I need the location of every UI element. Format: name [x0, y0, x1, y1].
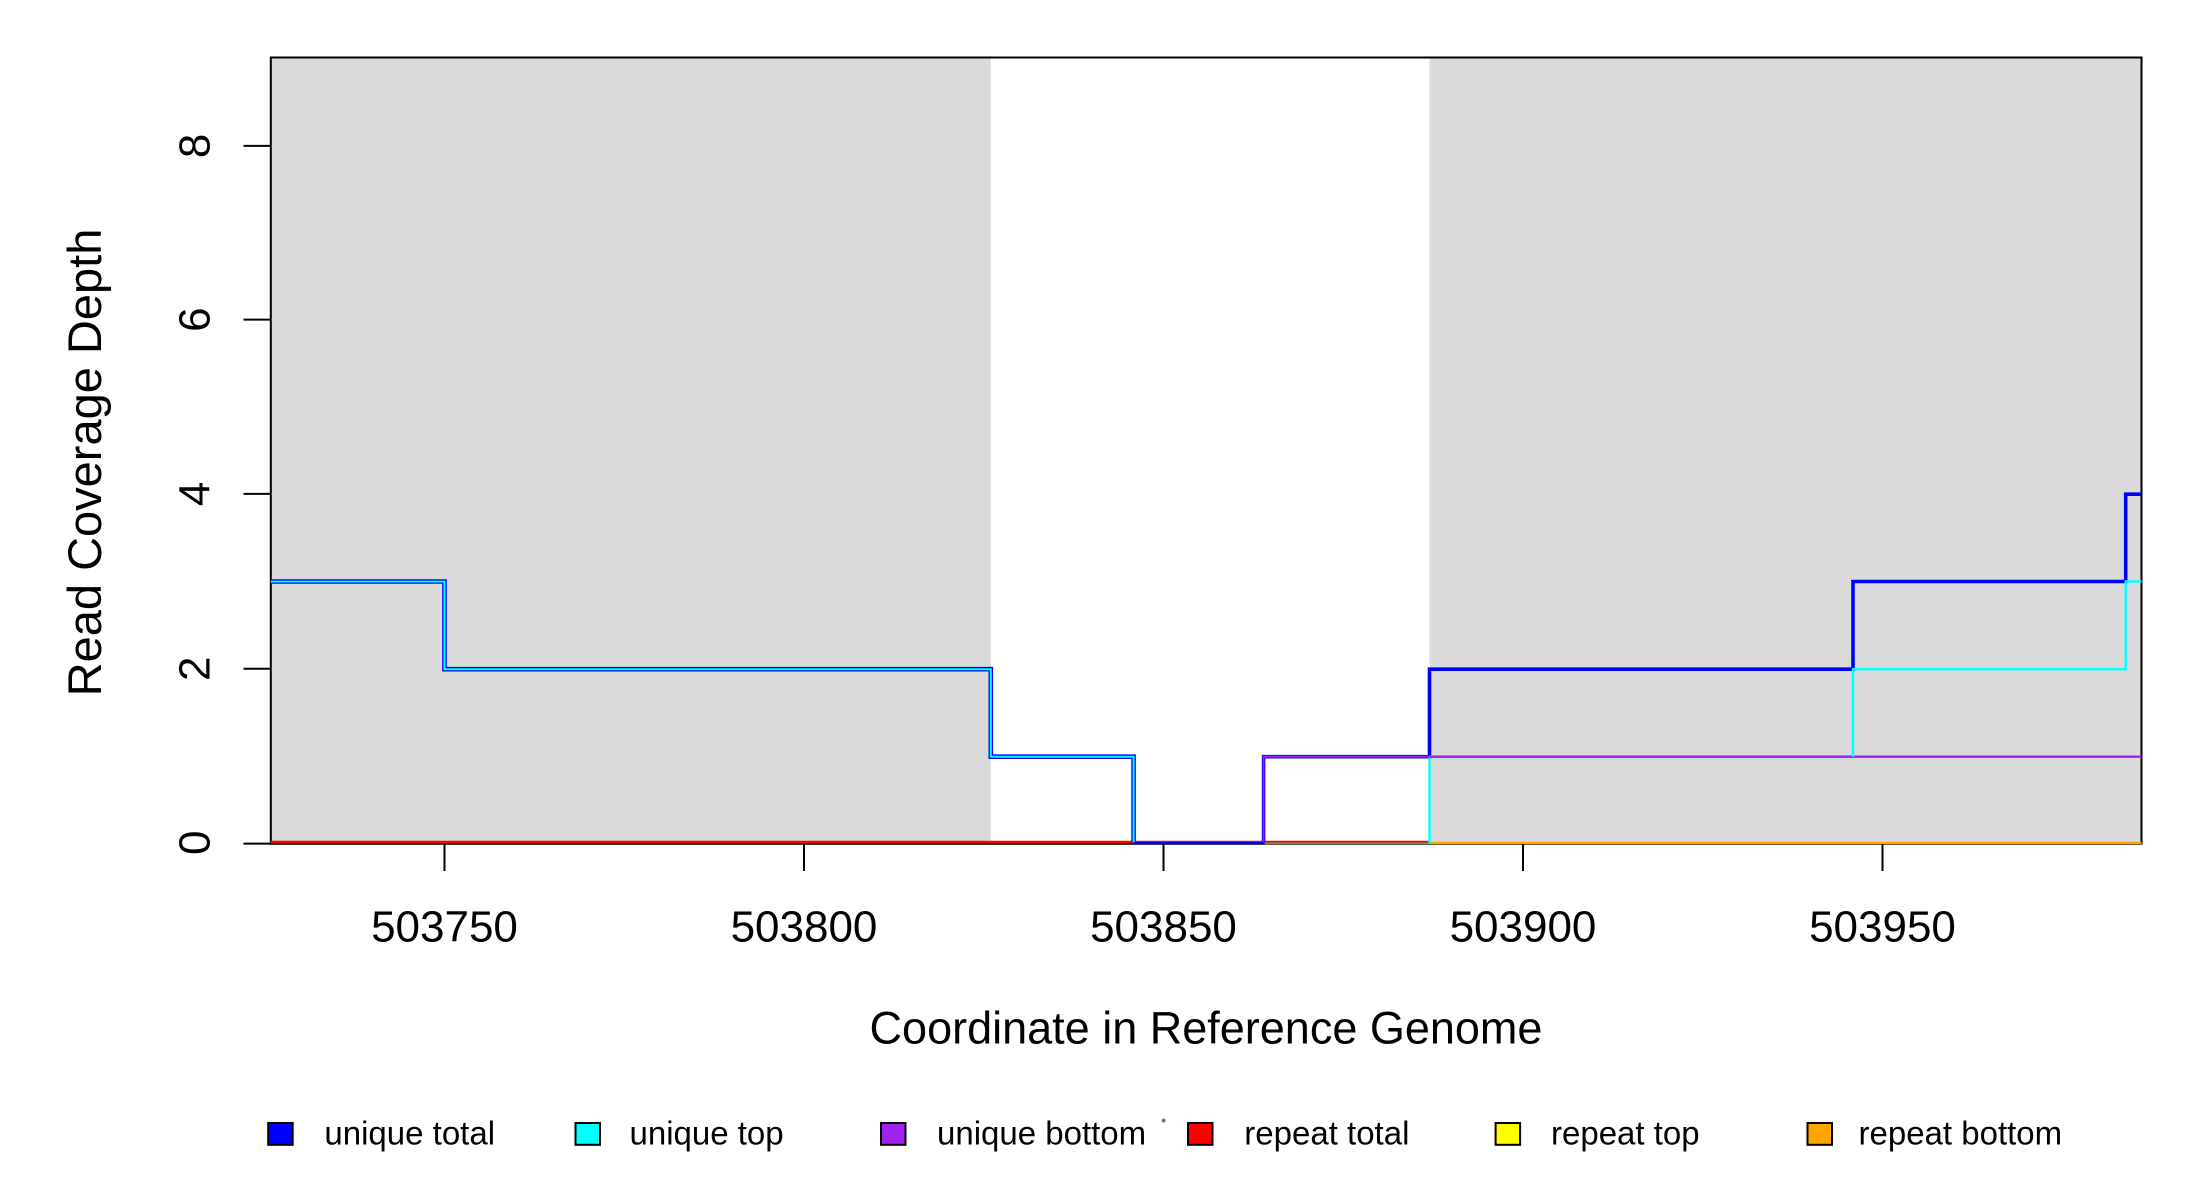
svg-text:0: 0 [171, 831, 220, 855]
svg-text:2: 2 [171, 657, 220, 681]
svg-text:Coordinate in Reference Genome: Coordinate in Reference Genome [870, 1003, 1543, 1054]
svg-text:503950: 503950 [1809, 903, 1956, 952]
svg-text:4: 4 [171, 482, 220, 506]
svg-text:503850: 503850 [1090, 903, 1237, 952]
svg-text:503750: 503750 [371, 903, 518, 952]
svg-text:8: 8 [171, 134, 220, 158]
svg-text:unique top: unique top [630, 1115, 784, 1152]
svg-text:Read Coverage Depth: Read Coverage Depth [58, 229, 111, 697]
svg-text:repeat total: repeat total [1244, 1115, 1409, 1152]
svg-text:503800: 503800 [731, 903, 878, 952]
svg-text:6: 6 [171, 307, 220, 331]
svg-text:repeat bottom: repeat bottom [1859, 1115, 2063, 1152]
svg-text:repeat top: repeat top [1551, 1115, 1700, 1152]
svg-text:503900: 503900 [1450, 903, 1597, 952]
svg-text:unique bottom: unique bottom [937, 1115, 1146, 1152]
svg-text:unique total: unique total [324, 1115, 495, 1152]
